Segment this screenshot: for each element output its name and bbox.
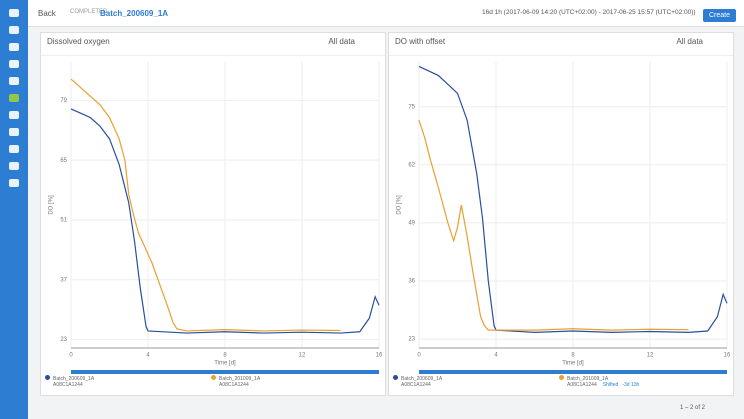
y-tick-label: 62 — [408, 162, 415, 168]
chart: 23 37 51 65 79 0 4 8 12 16 Time [d] DO [%] — [49, 62, 383, 375]
panel-header: DO with offset All data — [389, 33, 733, 56]
y-tick-label: 23 — [408, 337, 415, 343]
y-tick-label: 37 — [60, 277, 67, 283]
y-tick-label: 49 — [408, 220, 415, 226]
shift-label: Shifted — [602, 382, 619, 388]
x-tick-label: 8 — [571, 353, 575, 359]
y-tick-label: 79 — [60, 98, 67, 104]
x-tick-label: 8 — [223, 353, 227, 359]
y-tick-label: 65 — [60, 158, 67, 164]
y-tick-label: 51 — [60, 218, 67, 224]
series-line — [70, 78, 341, 332]
sidebar — [0, 0, 28, 419]
x-tick-label: 4 — [494, 353, 498, 359]
x-tick-label: 16 — [724, 353, 731, 359]
x-tick-label: 16 — [376, 353, 383, 359]
x-tick-label: 0 — [69, 353, 73, 359]
legend-device: A08C1A1244 — [401, 382, 431, 388]
back[interactable]: Back — [38, 9, 56, 18]
legend-name: Batch_201009_1A — [219, 376, 261, 382]
x-tick-label: 4 — [146, 353, 150, 359]
pagination: 1 – 2 of 2 — [680, 405, 706, 411]
x-axis-label: Time [d] — [562, 361, 584, 367]
legend-dot — [393, 375, 398, 380]
legend-entry: Batch_201009_1A A08C1A1244 — [211, 375, 260, 388]
x-tick-label: 12 — [299, 353, 306, 359]
series-line — [70, 108, 380, 334]
scrollbar — [71, 370, 379, 375]
filter[interactable]: All data — [676, 37, 703, 46]
filter[interactable]: All data — [328, 37, 355, 46]
legend-entry: Batch_201009_1A A08C1A1244 Shifted -3d 13h — [559, 375, 639, 388]
chart-panel: Dissolved oxygen All data 23 37 51 65 79 0 4 8 12 1… — [40, 32, 386, 396]
panel-header: Dissolved oxygen All data — [41, 33, 385, 56]
range: 16d 1h (2017-06-09 14:20 (UTC+02:00) - 2… — [482, 9, 696, 16]
y-axis-label: DO [%] — [397, 195, 403, 215]
y-tick-label: 23 — [60, 337, 67, 343]
y-axis-label: DO [%] — [49, 195, 55, 215]
scrollbar — [419, 370, 727, 375]
series-line — [418, 119, 689, 331]
shift: -3d 13h — [622, 382, 640, 388]
legend-name: Batch_200609_1A — [401, 376, 443, 382]
create-button[interactable]: Create — [702, 9, 736, 22]
legend-device: A08C1A1244 — [53, 382, 83, 388]
x-tick-label: 0 — [417, 353, 421, 359]
y-tick-label: 36 — [408, 279, 415, 285]
legend-entry: Batch_200609_1A A08C1A1244 — [393, 375, 442, 388]
header: Back COMPLETED Batch_200609_1A 16d 1h (2… — [28, 0, 744, 27]
x-tick-label: 12 — [647, 353, 654, 359]
series-line — [418, 65, 728, 333]
chart: 23 36 49 62 75 0 4 8 12 16 Time [d] DO [%] — [397, 62, 731, 375]
status: COMPLETED — [70, 9, 108, 15]
legend-entry: Batch_200609_1A A08C1A1244 — [45, 375, 94, 388]
chart-panel: DO with offset All data 23 36 49 62 75 0 4 8 12 16 T… — [388, 32, 734, 396]
legend-dot — [45, 375, 50, 380]
legend-dot — [559, 375, 564, 380]
x-axis-label: Time [d] — [214, 361, 236, 367]
legend-dot — [211, 375, 216, 380]
legend-name: Batch_201009_1A — [567, 376, 609, 382]
panel-title: DO with offset — [395, 37, 446, 46]
panel-title: Dissolved oxygen — [47, 37, 110, 46]
title: Batch_200609_1A — [100, 9, 169, 18]
legend-name: Batch_200609_1A — [53, 376, 95, 382]
legend-device: A08C1A1244 — [567, 382, 597, 388]
y-tick-label: 75 — [408, 104, 415, 110]
legend-device: A08C1A1244 — [219, 382, 249, 388]
